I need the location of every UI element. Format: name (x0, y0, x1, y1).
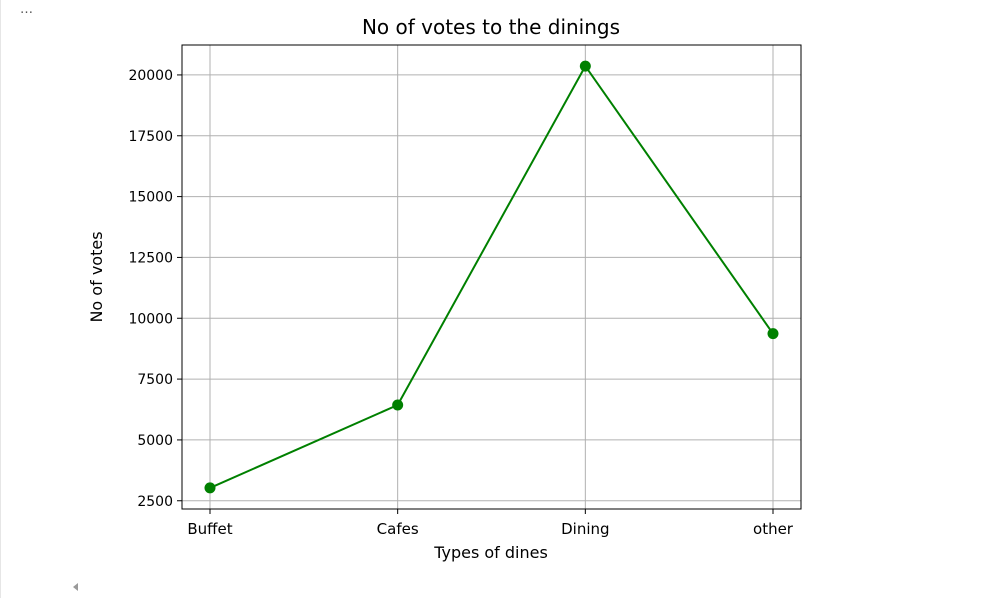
x-tick-label: Buffet (187, 520, 232, 538)
y-tick-label: 15000 (128, 190, 173, 206)
x-tick-label: other (753, 520, 794, 538)
y-axis-label: No of votes (87, 231, 106, 322)
data-point-buffet (204, 482, 216, 494)
y-tick-label: 7500 (137, 372, 173, 388)
y-tick-label: 17500 (128, 129, 173, 145)
cell-gutter (0, 0, 1, 598)
x-axis-ticks: Buffet Cafes Dining other (187, 509, 794, 538)
y-tick-label: 12500 (128, 250, 173, 266)
y-tick-label: 20000 (128, 68, 173, 84)
series-line (209, 64, 774, 489)
x-tick-label: Dining (561, 520, 609, 538)
grid-lines (182, 45, 801, 509)
scroll-left-arrow-icon[interactable] (73, 583, 78, 591)
axes-frame (181, 44, 802, 510)
y-tick-label: 5000 (137, 433, 173, 449)
data-point-cafes (392, 399, 404, 411)
y-tick-label: 10000 (128, 311, 173, 327)
chart-title: No of votes to the dinings (362, 15, 620, 39)
output-collapse-ellipsis[interactable]: … (20, 2, 34, 17)
data-point-other (767, 328, 779, 340)
data-point-dining (579, 60, 591, 72)
x-tick-label: Cafes (377, 520, 419, 538)
series-layer (204, 60, 779, 494)
x-axis-label: Types of dines (433, 543, 548, 562)
y-axis-ticks: 2500 5000 7500 10000 12500 15000 17500 20000 (128, 68, 182, 510)
y-tick-label: 2500 (137, 494, 173, 510)
